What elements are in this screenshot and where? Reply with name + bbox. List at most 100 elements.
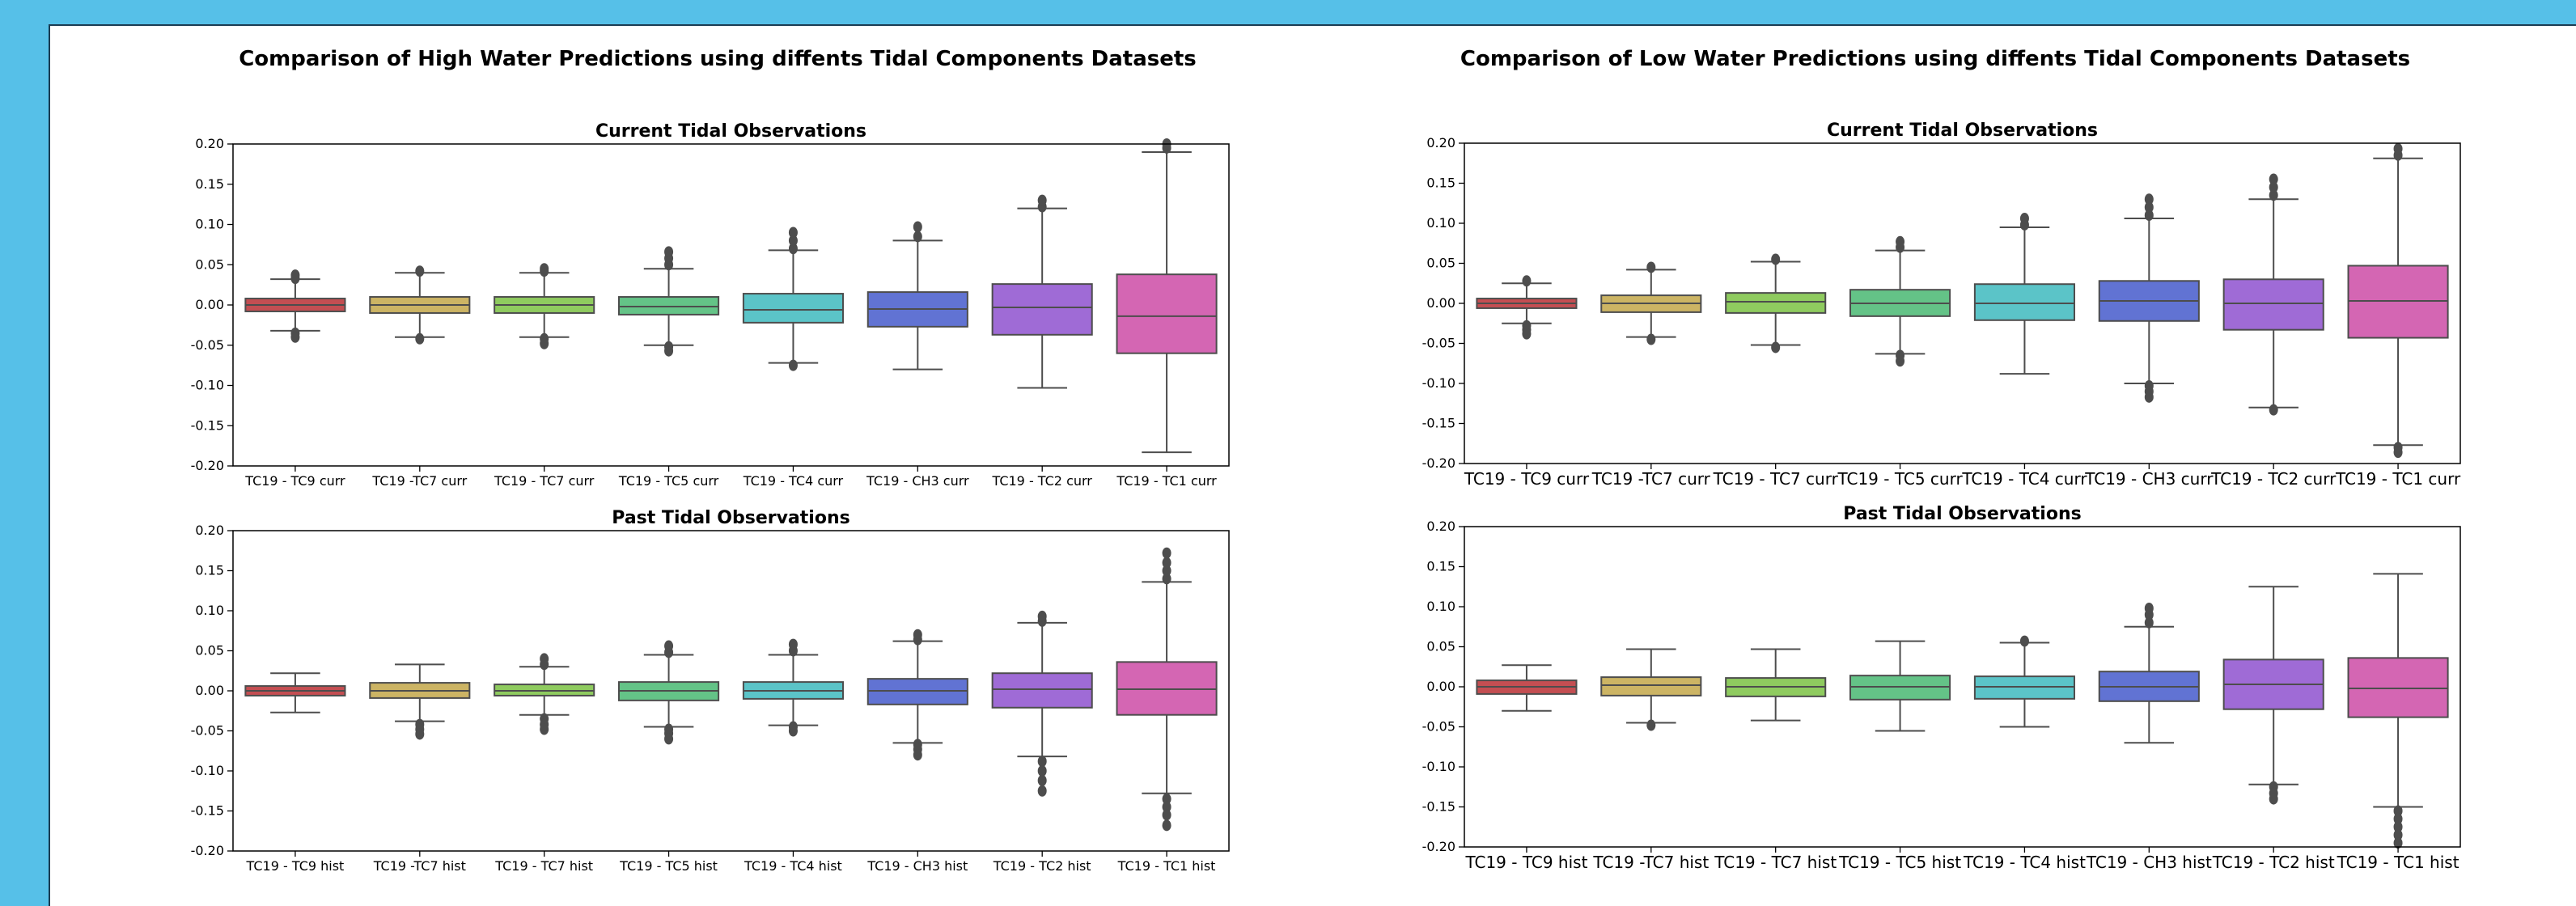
- y-tick-label: -0.20: [191, 843, 224, 858]
- x-tick-label: TC19 - TC7 curr: [1713, 469, 1839, 489]
- outlier-point: [913, 629, 922, 641]
- box-7: [991, 194, 1093, 389]
- outlier-point: [540, 723, 549, 735]
- y-tick-label: -0.05: [1422, 719, 1455, 735]
- box-body: [2222, 278, 2324, 331]
- box-5: [742, 226, 844, 371]
- outlier-point: [1162, 809, 1171, 821]
- outlier-point: [415, 265, 425, 277]
- outlier-point: [2019, 213, 2029, 225]
- x-tick-label: TC19 - TC1 curr: [1116, 473, 1217, 489]
- outlier-point: [2393, 821, 2403, 833]
- outlier-point: [1162, 547, 1171, 559]
- box-6: [866, 221, 968, 370]
- low-current-title: Current Tidal Observations: [1827, 121, 2098, 141]
- outlier-point: [2144, 616, 2154, 629]
- box-body: [991, 283, 1093, 336]
- outlier-point: [290, 269, 300, 282]
- x-tick-label: TC19 - CH3 curr: [2084, 469, 2214, 489]
- outlier-point: [1771, 253, 1781, 265]
- outlier-point: [1037, 756, 1047, 768]
- outlier-point: [913, 221, 922, 233]
- outlier-point: [1162, 793, 1171, 805]
- outlier-point: [2269, 793, 2278, 805]
- box-4: [618, 640, 720, 745]
- x-tick-label: TC19 - TC7 curr: [494, 473, 595, 489]
- outlier-point: [2393, 837, 2403, 849]
- y-tick-label: 0.05: [195, 256, 224, 272]
- x-tick-label: TC19 - TC5 curr: [1837, 469, 1963, 489]
- box-7: [2222, 173, 2324, 416]
- outlier-point: [2269, 404, 2278, 416]
- outlier-point: [1646, 261, 1656, 273]
- y-tick-label: 0.10: [1426, 215, 1455, 231]
- outlier-point: [1162, 801, 1171, 813]
- x-tick-label: TC19 -TC7 curr: [1591, 469, 1711, 489]
- x-tick-label: TC19 -TC7 hist: [1592, 853, 1709, 872]
- y-tick-label: -0.05: [191, 337, 224, 353]
- outlier-point: [2144, 602, 2154, 614]
- x-tick-label: TC19 - TC5 hist: [1838, 853, 1961, 872]
- outlier-point: [788, 235, 798, 247]
- outlier-point: [1896, 235, 1905, 248]
- y-tick-label: 0.20: [1426, 135, 1455, 150]
- box-3: [1725, 648, 1827, 722]
- box-3: [1725, 253, 1827, 354]
- x-tick-label: TC19 - TC4 curr: [1961, 469, 2087, 489]
- box-6: [2098, 193, 2200, 403]
- box-4: [1849, 235, 1951, 367]
- x-tick-label: TC19 - TC2 hist: [2212, 853, 2335, 872]
- outlier-point: [2269, 189, 2278, 201]
- outlier-point: [1037, 194, 1047, 206]
- box-7: [991, 610, 1093, 797]
- box-2: [369, 663, 471, 740]
- box-1: [244, 672, 346, 713]
- x-tick-label: TC19 - TC7 hist: [1714, 853, 1837, 872]
- outlier-point: [1162, 565, 1171, 577]
- x-tick-label: TC19 - TC4 hist: [1963, 853, 2086, 872]
- x-tick-label: TC19 - TC5 hist: [619, 858, 718, 874]
- outlier-point: [2144, 210, 2154, 222]
- y-tick-label: 0.00: [195, 297, 224, 312]
- outlier-point: [2144, 201, 2154, 214]
- y-tick-label: -0.15: [191, 803, 224, 819]
- figure-canvas: Comparison of High Water Predictions usi…: [49, 24, 2576, 906]
- outlier-point: [1162, 573, 1171, 585]
- x-tick-label: TC19 - TC1 curr: [2335, 469, 2461, 489]
- y-tick-label: -0.10: [1422, 375, 1455, 391]
- x-tick-label: TC19 - TC7 hist: [494, 858, 593, 874]
- outlier-point: [1646, 719, 1656, 731]
- y-tick-label: -0.05: [191, 723, 224, 739]
- outlier-point: [664, 246, 674, 258]
- outlier-point: [788, 243, 798, 255]
- plot-frame: [1464, 526, 2461, 848]
- y-tick-label: 0.20: [1426, 519, 1455, 534]
- high-current-title: Current Tidal Observations: [595, 121, 866, 142]
- outlier-point: [1522, 328, 1532, 340]
- x-tick-label: TC19 -TC7 hist: [373, 858, 466, 874]
- y-tick-label: 0.00: [195, 683, 224, 698]
- x-tick-label: TC19 - TC2 hist: [993, 858, 1091, 874]
- outlier-point: [664, 345, 674, 357]
- outlier-point: [1037, 610, 1047, 622]
- box-5: [1973, 635, 2075, 728]
- outlier-point: [664, 640, 674, 652]
- x-tick-label: TC19 - TC9 hist: [246, 858, 345, 874]
- x-tick-label: TC19 - TC5 curr: [618, 473, 719, 489]
- outlier-point: [2269, 181, 2278, 193]
- outlier-point: [788, 359, 798, 371]
- outlier-point: [2393, 829, 2403, 841]
- outlier-point: [1896, 355, 1905, 367]
- low-past-title: Past Tidal Observations: [1843, 504, 2081, 524]
- outlier-point: [2144, 193, 2154, 205]
- plot-frame: [232, 530, 1230, 852]
- y-tick-label: -0.15: [1422, 416, 1455, 431]
- box-6: [866, 629, 968, 761]
- outlier-point: [1037, 765, 1047, 777]
- outlier-point: [290, 331, 300, 343]
- y-tick-label: 0.15: [1426, 176, 1455, 191]
- x-tick-label: TC19 - TC2 curr: [991, 473, 1092, 489]
- y-tick-label: -0.20: [1422, 455, 1455, 471]
- outlier-point: [540, 263, 549, 275]
- y-tick-label: -0.10: [191, 378, 224, 393]
